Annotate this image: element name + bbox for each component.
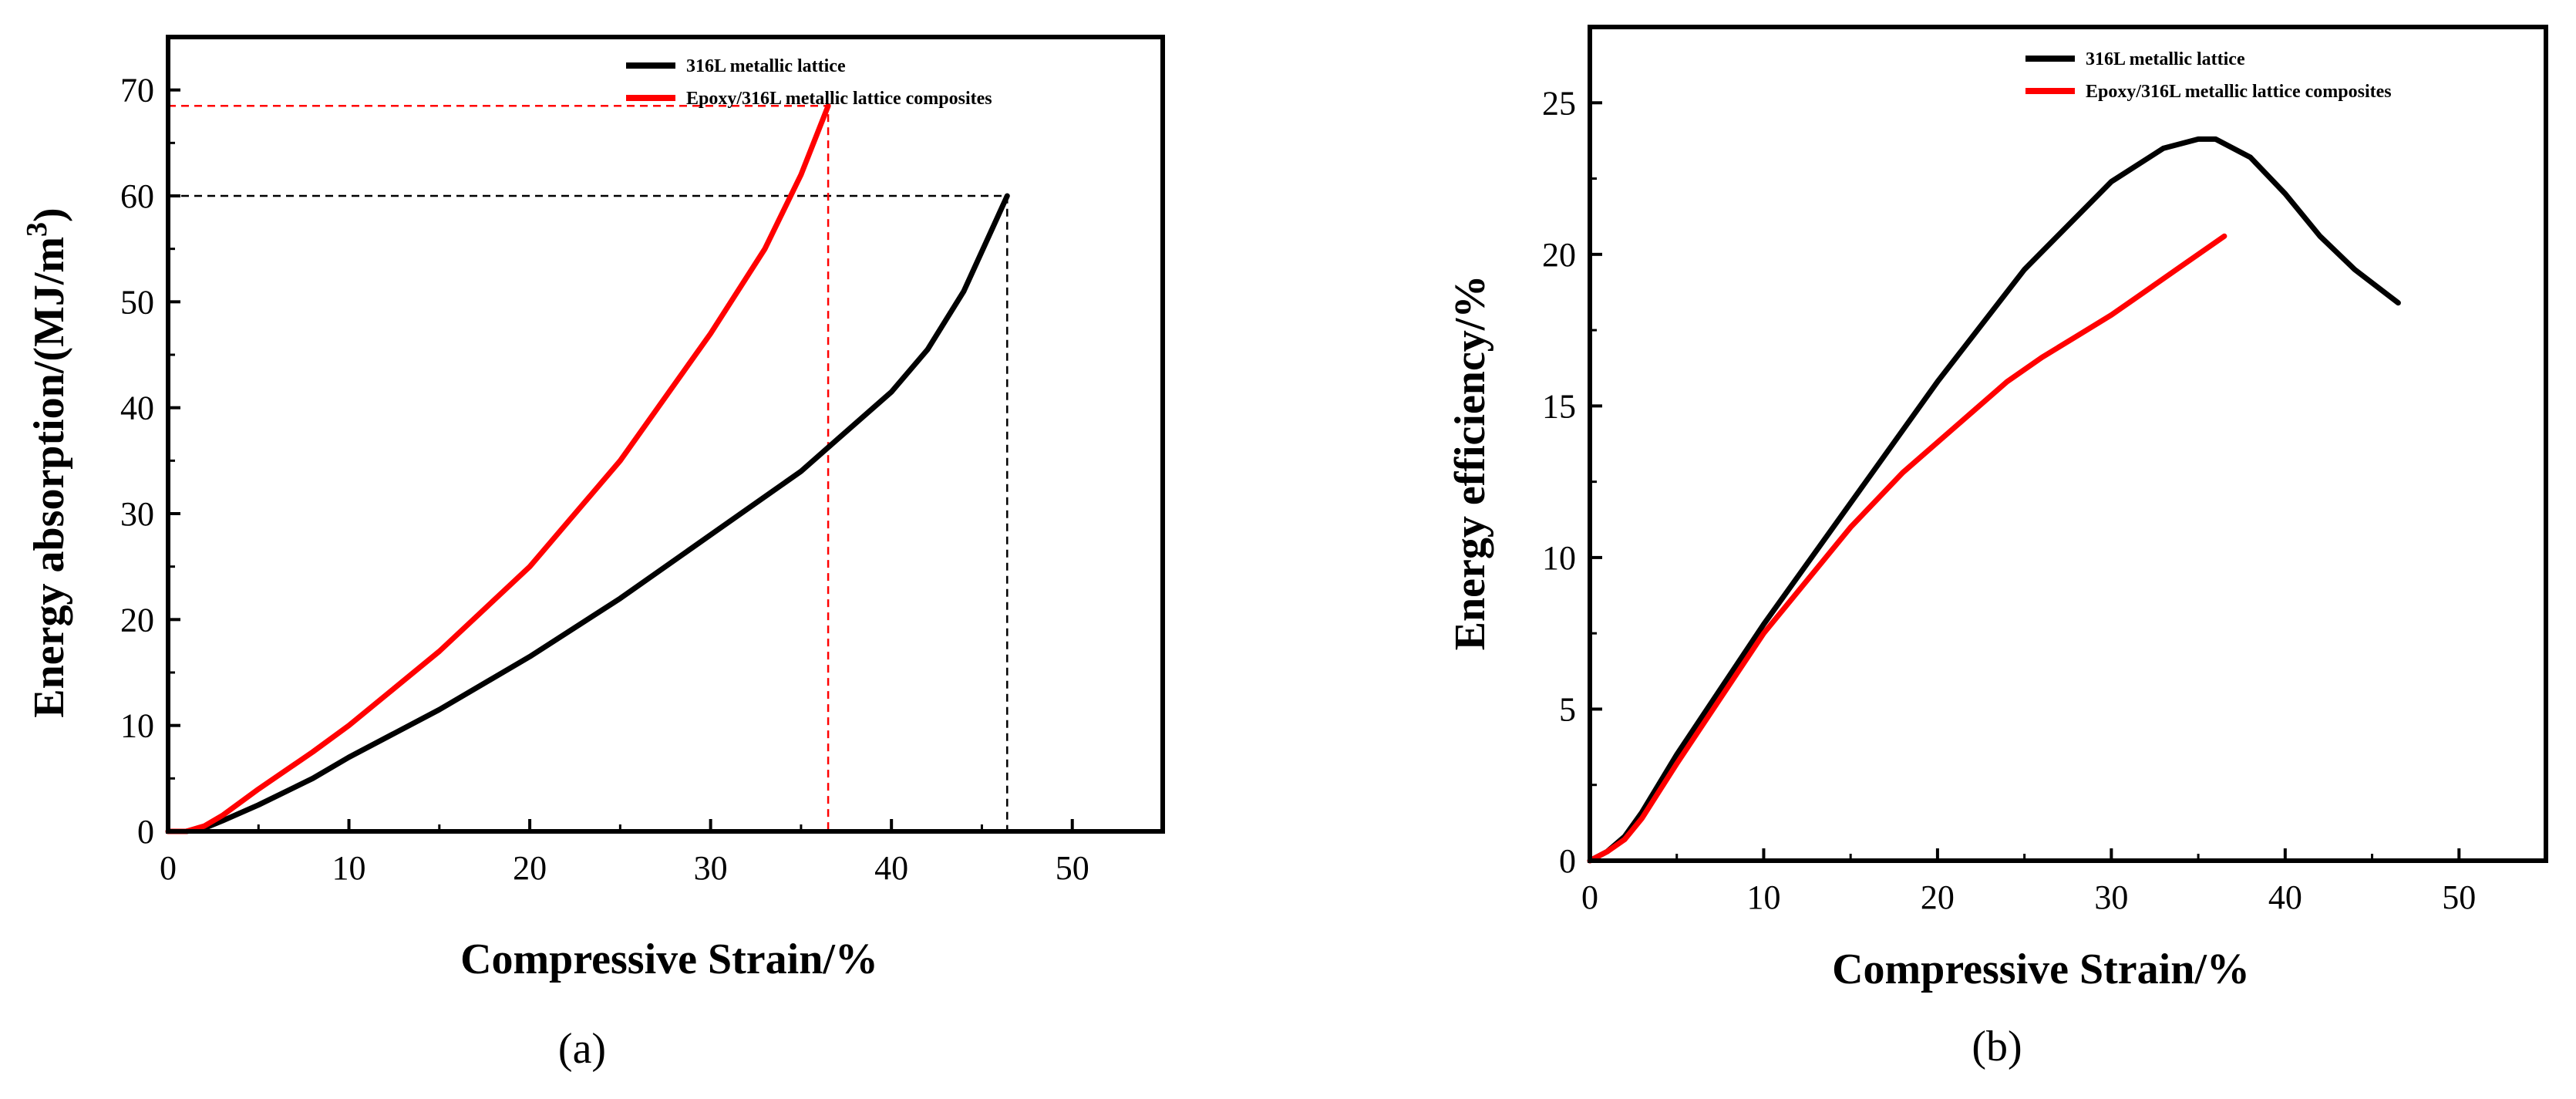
panel-b-plot-layer: 0 10 20 30 40 50 0 5 10 15 20 25 316L metallic latti… bbox=[1542, 49, 2476, 916]
panel-b-y-tick-label: 10 bbox=[1542, 539, 1576, 577]
panel-b-series-line-2 bbox=[1587, 233, 2227, 864]
panel-a-reference-line-1 bbox=[168, 194, 1009, 831]
panel-b-x-tick-label: 10 bbox=[1746, 878, 1780, 916]
panel-a-y-tick-label: 20 bbox=[120, 601, 154, 639]
panel-b-y-tick-label: 20 bbox=[1542, 236, 1576, 274]
panel-a-plot-frame bbox=[166, 35, 1165, 834]
panel-a-y-tick-label: 0 bbox=[137, 813, 154, 851]
panel-a-label: (a) bbox=[558, 1025, 606, 1073]
panel-a-energy-absorption: 0 10 20 30 40 50 0 10 20 30 40 50 60 70 316L metallic … bbox=[21, 35, 1165, 1073]
panel-a-y-axis-label-superscript: 3 bbox=[21, 222, 53, 237]
panel-b-y-tick-label: 15 bbox=[1542, 387, 1576, 425]
panel-a-y-tick-label: 10 bbox=[120, 707, 154, 745]
panel-b-x-tick-label: 20 bbox=[1921, 878, 1955, 916]
panel-b-legend-label-1: 316L metallic lattice bbox=[2086, 49, 2245, 69]
panel-b-y-tick-label: 25 bbox=[1542, 84, 1576, 122]
panel-b-series-line-1 bbox=[1587, 136, 2401, 864]
panel-b-x-tick-label: 0 bbox=[1581, 878, 1598, 916]
panel-a-series-line-2 bbox=[165, 103, 831, 834]
panel-b-y-tick-label: 0 bbox=[1559, 842, 1576, 880]
panel-a-x-tick-label: 50 bbox=[1056, 849, 1089, 887]
panel-a-reference-line-2 bbox=[168, 105, 830, 831]
panel-a-y-tick-label: 30 bbox=[120, 495, 154, 533]
panel-a-y-axis-label: Energy absorption/(MJ/m3) bbox=[21, 207, 73, 717]
panel-b-x-tick-label: 50 bbox=[2442, 878, 2476, 916]
panel-a-legend-label-1: 316L metallic lattice bbox=[686, 56, 846, 76]
panel-a-y-tick-label: 40 bbox=[120, 389, 154, 427]
panel-b-energy-efficiency: 0 10 20 30 40 50 0 5 10 15 20 25 316L metallic latti… bbox=[1446, 25, 2548, 1070]
panel-a-y-tick-label: 60 bbox=[120, 177, 154, 215]
panel-b-legend-label-2: Epoxy/316L metallic lattice composites bbox=[2086, 82, 2392, 102]
panel-b-legend: 316L metallic lattice Epoxy/316L metallic… bbox=[2025, 49, 2392, 102]
panel-b-y-axis-label: Energy efficiency/% bbox=[1446, 275, 1494, 651]
panel-a-y-tick-label: 70 bbox=[120, 72, 154, 110]
panel-a-series-line-1 bbox=[165, 193, 1010, 834]
panel-b-plot-frame bbox=[1588, 25, 2548, 863]
panel-a-x-tick-label: 30 bbox=[694, 849, 728, 887]
panel-b-x-tick-label: 30 bbox=[2094, 878, 2128, 916]
panel-a-legend: 316L metallic lattice Epoxy/316L metallic… bbox=[626, 56, 992, 109]
panel-b-x-axis-label: Compressive Strain/% bbox=[1832, 946, 2250, 993]
panel-b-y-tick-label: 5 bbox=[1559, 690, 1576, 728]
panel-a-x-tick-label: 0 bbox=[160, 849, 177, 887]
panel-a-legend-label-2: Epoxy/316L metallic lattice composites bbox=[686, 89, 992, 109]
panel-a-plot-layer: 0 10 20 30 40 50 0 10 20 30 40 50 60 70 316L metallic … bbox=[120, 56, 1089, 887]
panel-b-x-tick-label: 40 bbox=[2268, 878, 2302, 916]
panel-a-x-axis-label: Compressive Strain/% bbox=[460, 935, 878, 983]
panel-a-y-tick-label: 50 bbox=[120, 283, 154, 321]
panel-a-x-tick-label: 40 bbox=[874, 849, 908, 887]
panel-a-x-tick-label: 10 bbox=[332, 849, 366, 887]
panel-a-x-tick-label: 20 bbox=[513, 849, 547, 887]
panel-b-label: (b) bbox=[1972, 1023, 2022, 1070]
